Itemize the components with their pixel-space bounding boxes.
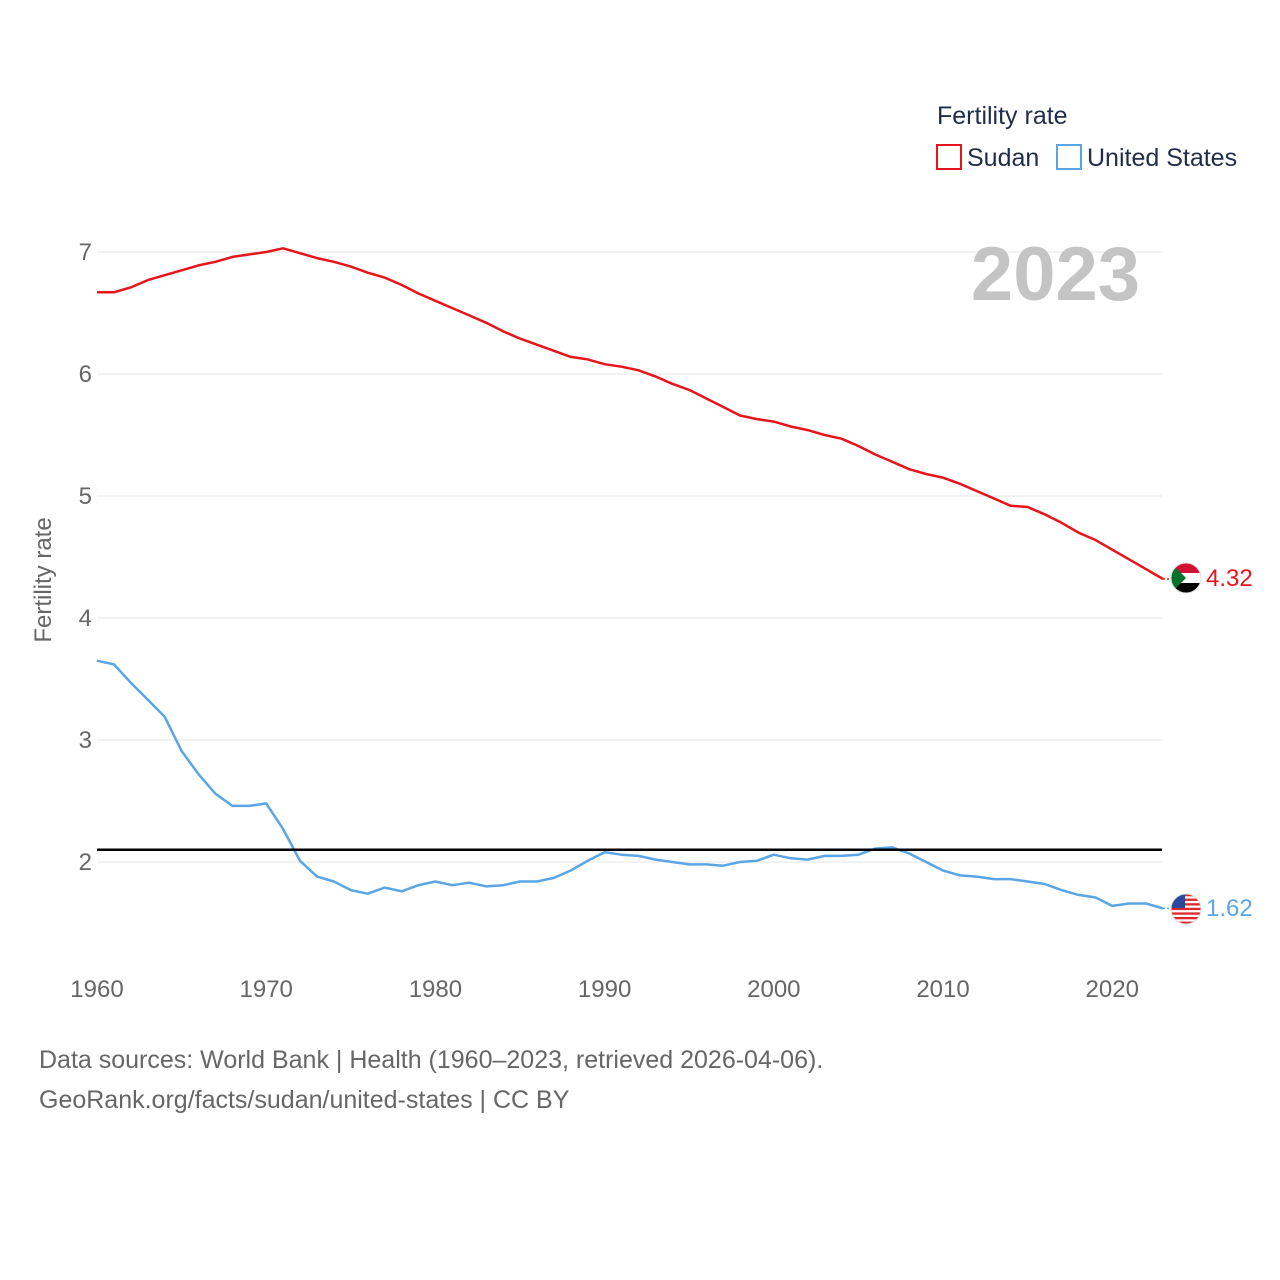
legend-label-united-states: United States — [1087, 144, 1237, 172]
legend-item-united-states[interactable]: United States — [1056, 144, 1237, 172]
data-source-text: Data sources: World Bank | Health (1960–… — [39, 1046, 823, 1074]
x-tick-label-1990: 1990 — [578, 976, 631, 1003]
y-tick-label-3: 3 — [79, 727, 92, 754]
x-tick-label-1960: 1960 — [70, 976, 123, 1003]
sudan-flag-border — [1170, 562, 1202, 594]
sudan-flag-icon — [1171, 563, 1201, 593]
x-tick-label-2010: 2010 — [916, 976, 969, 1003]
x-tick-label-1970: 1970 — [240, 976, 293, 1003]
x-axis-ticks: 1960 1970 1980 1990 2000 2010 2020 — [70, 976, 1139, 1003]
year-label: 2023 — [971, 232, 1140, 317]
y-tick-label-5: 5 — [79, 483, 92, 510]
x-tick-label-2020: 2020 — [1086, 976, 1139, 1003]
legend-title: Fertility rate — [937, 102, 1068, 130]
y-tick-label-6: 6 — [79, 361, 92, 388]
us-flag-icon — [1171, 894, 1201, 924]
legend-swatch-sudan — [936, 144, 962, 170]
series-line-sudan[interactable] — [97, 247, 1164, 581]
x-tick-label-1980: 1980 — [409, 976, 462, 1003]
legend-item-sudan[interactable]: Sudan — [936, 144, 1039, 172]
y-axis-label: Fertility rate — [30, 517, 57, 642]
legend-swatch-united-states — [1056, 144, 1082, 170]
attribution-link[interactable]: GeoRank.org/facts/sudan/united-states | … — [39, 1086, 570, 1114]
end-label-united-states: 1.62 — [1206, 895, 1253, 922]
us-flag-border — [1170, 893, 1202, 925]
gridlines — [97, 251, 1162, 863]
legend-label-sudan: Sudan — [967, 144, 1039, 172]
series-lines — [96, 247, 1171, 910]
end-label-sudan: 4.32 — [1206, 565, 1253, 592]
legend: Fertility rate Sudan United States — [936, 102, 1237, 172]
y-axis-ticks: 2 3 4 5 6 7 — [79, 239, 92, 876]
y-tick-label-4: 4 — [79, 605, 92, 632]
x-tick-label-2000: 2000 — [747, 976, 800, 1003]
y-tick-label-2: 2 — [79, 849, 92, 876]
series-line-united-states[interactable] — [96, 659, 1164, 910]
y-tick-label-7: 7 — [79, 239, 92, 266]
